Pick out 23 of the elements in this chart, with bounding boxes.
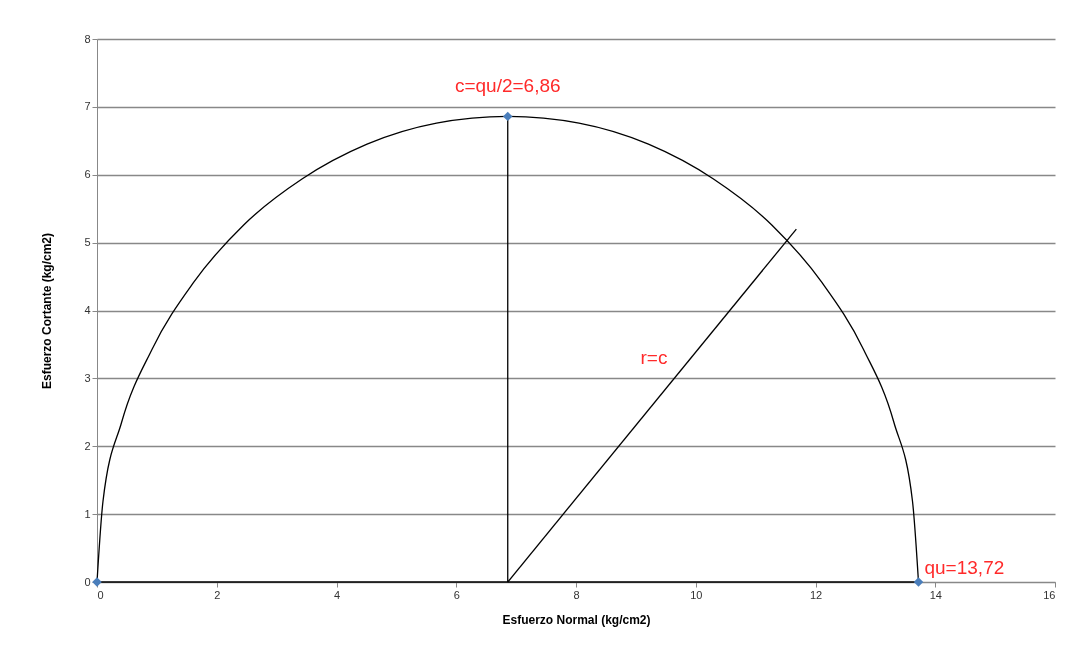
x-tick-label: 12 xyxy=(809,588,823,601)
y-tick-label: 8 xyxy=(84,32,91,45)
x-tick-label: 4 xyxy=(333,588,341,601)
y-tick-label: 3 xyxy=(84,371,91,384)
x-tick-label: 2 xyxy=(214,588,221,601)
annotation: qu=13,72 xyxy=(924,557,1005,578)
x-axis-title: Esfuerzo Normal (kg/cm2) xyxy=(502,612,651,627)
annotation: r=c xyxy=(640,347,668,368)
annotation: c=qu/2=6,86 xyxy=(454,75,561,97)
x-tick-label: 16 xyxy=(1043,588,1056,601)
y-tick-label: 5 xyxy=(84,236,91,249)
y-tick-label: 7 xyxy=(84,100,91,113)
y-tick-label: 2 xyxy=(84,439,91,452)
x-tick-label: 0 xyxy=(97,588,104,601)
y-tick-label: 6 xyxy=(84,168,91,181)
y-axis-title: Esfuerzo Cortante (kg/cm2) xyxy=(40,232,55,390)
x-tick-label: 8 xyxy=(573,588,580,601)
y-tick-label: 0 xyxy=(84,575,91,588)
y-tick-label: 1 xyxy=(84,507,91,520)
y-tick-label: 4 xyxy=(84,304,91,316)
x-tick-label: 10 xyxy=(690,588,703,601)
x-tick-label: 6 xyxy=(453,588,460,601)
x-tick-label: 14 xyxy=(929,588,942,601)
